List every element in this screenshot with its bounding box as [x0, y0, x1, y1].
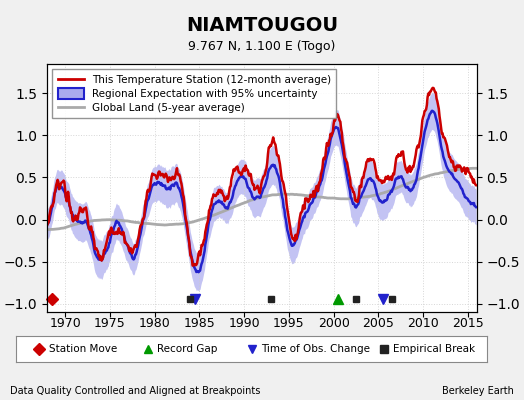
Text: 1995: 1995	[273, 317, 304, 330]
Text: 9.767 N, 1.100 E (Togo): 9.767 N, 1.100 E (Togo)	[188, 40, 336, 53]
Text: Data Quality Controlled and Aligned at Breakpoints: Data Quality Controlled and Aligned at B…	[10, 386, 261, 396]
Legend: This Temperature Station (12-month average), Regional Expectation with 95% uncer: This Temperature Station (12-month avera…	[52, 69, 336, 118]
Text: 1990: 1990	[228, 317, 260, 330]
Text: Time of Obs. Change: Time of Obs. Change	[261, 344, 370, 354]
Text: 2015: 2015	[452, 317, 484, 330]
Text: Berkeley Earth: Berkeley Earth	[442, 386, 514, 396]
Text: 2010: 2010	[407, 317, 439, 330]
Text: Empirical Break: Empirical Break	[393, 344, 475, 354]
Text: 1985: 1985	[183, 317, 215, 330]
Text: 1975: 1975	[94, 317, 126, 330]
Text: NIAMTOUGOU: NIAMTOUGOU	[186, 16, 338, 35]
Text: 1970: 1970	[49, 317, 81, 330]
Text: 2000: 2000	[318, 317, 350, 330]
Text: Station Move: Station Move	[49, 344, 117, 354]
Text: 1980: 1980	[139, 317, 170, 330]
Text: Record Gap: Record Gap	[157, 344, 217, 354]
Text: 2005: 2005	[363, 317, 394, 330]
